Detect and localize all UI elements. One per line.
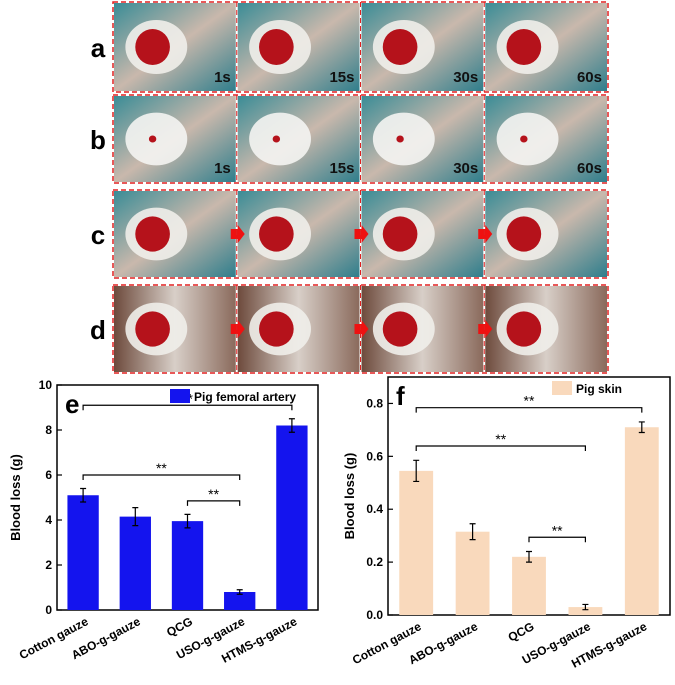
bar xyxy=(119,516,151,610)
legend-swatch xyxy=(170,389,190,403)
blood xyxy=(135,29,170,65)
blood xyxy=(135,311,170,347)
y-tick-label: 0.4 xyxy=(366,502,383,516)
time-label: 30s xyxy=(453,69,478,86)
y-tick-label: 8 xyxy=(45,423,52,437)
blood xyxy=(396,135,404,143)
significance-bracket xyxy=(415,407,643,413)
y-tick-label: 0 xyxy=(45,603,52,617)
error-bar xyxy=(413,459,420,483)
row-border xyxy=(112,284,609,374)
bar xyxy=(568,607,603,615)
blood xyxy=(506,311,542,347)
y-tick-label: 6 xyxy=(45,468,52,482)
y-tick-label: 0.2 xyxy=(366,555,383,569)
bar xyxy=(224,592,256,610)
row-border xyxy=(112,189,609,279)
y-tick-label: 0.0 xyxy=(366,608,383,622)
arrow xyxy=(230,320,245,338)
row-label: a xyxy=(91,33,106,63)
row-label: c xyxy=(91,220,105,250)
blood xyxy=(506,216,542,252)
bar xyxy=(171,521,204,610)
error-bar xyxy=(288,418,295,433)
significance-label: ** xyxy=(524,393,535,409)
time-label: 1s xyxy=(214,69,231,86)
photo-detail xyxy=(496,112,559,166)
significance-bracket xyxy=(528,536,586,543)
blood xyxy=(520,135,528,143)
y-tick-label: 0.6 xyxy=(366,449,383,463)
time-label: 60s xyxy=(577,160,602,177)
bar xyxy=(624,427,659,615)
time-label: 1s xyxy=(214,160,231,177)
bar xyxy=(455,531,490,615)
blood xyxy=(382,311,418,347)
error-bar xyxy=(132,507,139,527)
error-bar xyxy=(184,513,191,529)
error-bar xyxy=(638,421,645,434)
error-bar xyxy=(236,589,243,595)
y-axis-label: Blood loss (g) xyxy=(342,453,357,540)
row-label: b xyxy=(90,125,106,155)
legend-label: Pig skin xyxy=(576,382,622,396)
significance-label: ** xyxy=(208,486,219,502)
blood xyxy=(506,29,542,65)
blood xyxy=(272,135,281,143)
blood xyxy=(148,135,157,143)
panel-label: e xyxy=(65,389,79,419)
significance-bracket xyxy=(186,500,241,506)
arrow xyxy=(230,225,245,243)
bar xyxy=(276,425,308,610)
error-bar xyxy=(469,523,476,541)
significance-label: ** xyxy=(156,460,167,476)
arrow xyxy=(354,225,369,243)
time-label: 15s xyxy=(329,69,354,86)
error-bar xyxy=(526,550,532,563)
x-tick-label: QCG xyxy=(164,614,195,639)
time-label: 30s xyxy=(453,160,478,177)
significance-bracket xyxy=(415,445,586,452)
panel-label: f xyxy=(396,381,405,411)
error-bar xyxy=(582,603,589,611)
blood xyxy=(259,311,294,347)
arrow xyxy=(354,320,369,338)
y-axis-label: Blood loss (g) xyxy=(8,454,23,541)
bar xyxy=(512,556,546,615)
arrow xyxy=(478,225,493,243)
significance-bracket xyxy=(82,474,241,480)
arrow xyxy=(478,320,493,338)
y-tick-label: 2 xyxy=(45,558,52,572)
significance-label: ** xyxy=(495,431,506,447)
blood xyxy=(382,216,418,252)
error-bar xyxy=(80,487,87,503)
blood xyxy=(259,216,294,252)
y-tick-label: 10 xyxy=(39,378,53,392)
significance-label: ** xyxy=(552,522,563,538)
bar xyxy=(67,495,99,610)
y-tick-label: 0.8 xyxy=(366,396,383,410)
row-label: d xyxy=(90,315,106,345)
blood xyxy=(259,29,294,65)
time-label: 60s xyxy=(577,69,602,86)
significance-bracket xyxy=(82,404,293,411)
blood xyxy=(382,29,418,65)
row-border xyxy=(112,94,609,184)
bar xyxy=(399,470,434,615)
x-tick-label: QCG xyxy=(506,619,537,644)
legend-label: Pig femoral artery xyxy=(194,390,296,404)
y-tick-label: 4 xyxy=(45,513,52,527)
blood xyxy=(135,216,170,252)
time-label: 15s xyxy=(329,160,354,177)
legend-swatch xyxy=(552,381,572,395)
